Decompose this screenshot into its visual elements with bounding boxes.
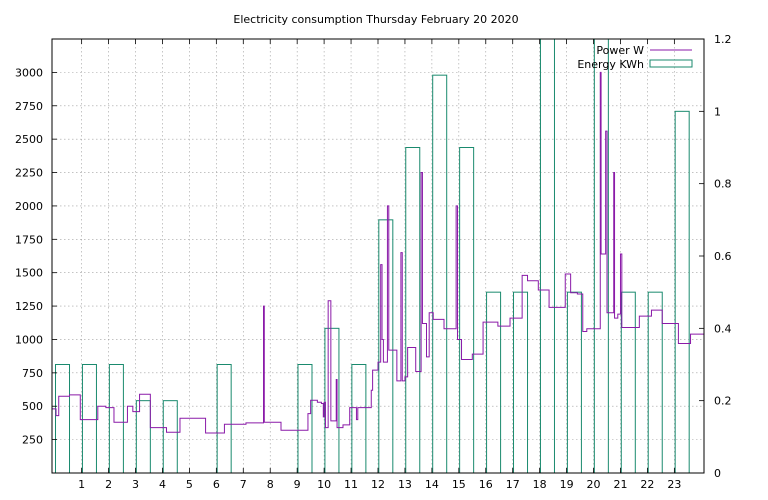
energy-bar: [486, 291, 502, 474]
x-tick-label: 2: [105, 478, 112, 491]
x-tick-label: 13: [398, 478, 412, 491]
y-tick-label: 3000: [15, 66, 43, 79]
energy-bar: [297, 364, 313, 474]
energy-bar: [81, 364, 97, 474]
energy-bar: [405, 147, 421, 474]
x-tick-label: 6: [213, 478, 220, 491]
y2-tick-label: 0.2: [714, 395, 732, 408]
y-tick-label: 2000: [15, 200, 43, 213]
y-tick-label: 250: [22, 434, 43, 447]
legend-label-energy: Energy KWh: [577, 58, 644, 71]
x-tick-label: 23: [667, 478, 681, 491]
x-tick-label: 4: [159, 478, 166, 491]
y2-tick-label: 0.4: [714, 322, 732, 335]
x-tick-label: 22: [640, 478, 654, 491]
legend-swatch-energy: [649, 59, 693, 68]
y-tick-label: 1250: [15, 300, 43, 313]
y-tick-label: 2750: [15, 100, 43, 113]
y-tick-label: 1500: [15, 267, 43, 280]
y2-tick-label: 0.6: [714, 250, 732, 263]
chart-title: Electricity consumption Thursday Februar…: [233, 13, 518, 26]
x-tick-label: 18: [533, 478, 547, 491]
energy-bar: [162, 400, 178, 474]
y2-tick-label: 1: [714, 105, 721, 118]
x-tick-label: 11: [344, 478, 358, 491]
power-line: [52, 71, 704, 434]
energy-bar: [216, 364, 232, 474]
x-tick-label: 5: [186, 478, 193, 491]
x-tick-label: 16: [479, 478, 493, 491]
legend-label-power: Power W: [596, 44, 644, 57]
x-tick-label: 12: [371, 478, 385, 491]
y-tick-label: 500: [22, 400, 43, 413]
x-tick-label: 9: [294, 478, 301, 491]
energy-bar: [620, 291, 636, 474]
energy-bar: [674, 110, 690, 474]
x-tick-label: 10: [317, 478, 331, 491]
x-tick-label: 17: [506, 478, 520, 491]
x-tick-label: 7: [240, 478, 247, 491]
x-tick-label: 14: [425, 478, 439, 491]
y2-tick-label: 0.8: [714, 178, 732, 191]
y2-tick-label: 0: [714, 467, 721, 480]
y-tick-label: 2250: [15, 167, 43, 180]
x-tick-label: 21: [613, 478, 627, 491]
x-tick-label: 15: [452, 478, 466, 491]
energy-bar: [647, 291, 663, 474]
y-tick-label: 1000: [15, 333, 43, 346]
x-tick-label: 8: [267, 478, 274, 491]
energy-bar: [539, 38, 555, 474]
energy-bar: [566, 291, 582, 474]
power-series: [52, 71, 704, 434]
y-tick-label: 750: [22, 367, 43, 380]
y-tick-label: 2500: [15, 133, 43, 146]
energy-bar: [108, 364, 124, 474]
x-tick-label: 20: [587, 478, 601, 491]
x-tick-label: 3: [132, 478, 139, 491]
energy-bar: [432, 74, 448, 474]
x-tick-label: 19: [560, 478, 574, 491]
energy-bar: [513, 291, 529, 474]
grid: [52, 39, 704, 473]
axis-ticks: 1 2 3 4 5 6 7 8 9 10 11 12 13 14 15 16 17 18 19 20 21 22 23250…: [15, 33, 732, 491]
energy-bar: [459, 147, 475, 474]
x-tick-label: 1: [78, 478, 85, 491]
y2-tick-label: 1.2: [714, 33, 732, 46]
energy-bar: [351, 364, 367, 474]
energy-bar: [55, 364, 71, 474]
y-tick-label: 1750: [15, 233, 43, 246]
